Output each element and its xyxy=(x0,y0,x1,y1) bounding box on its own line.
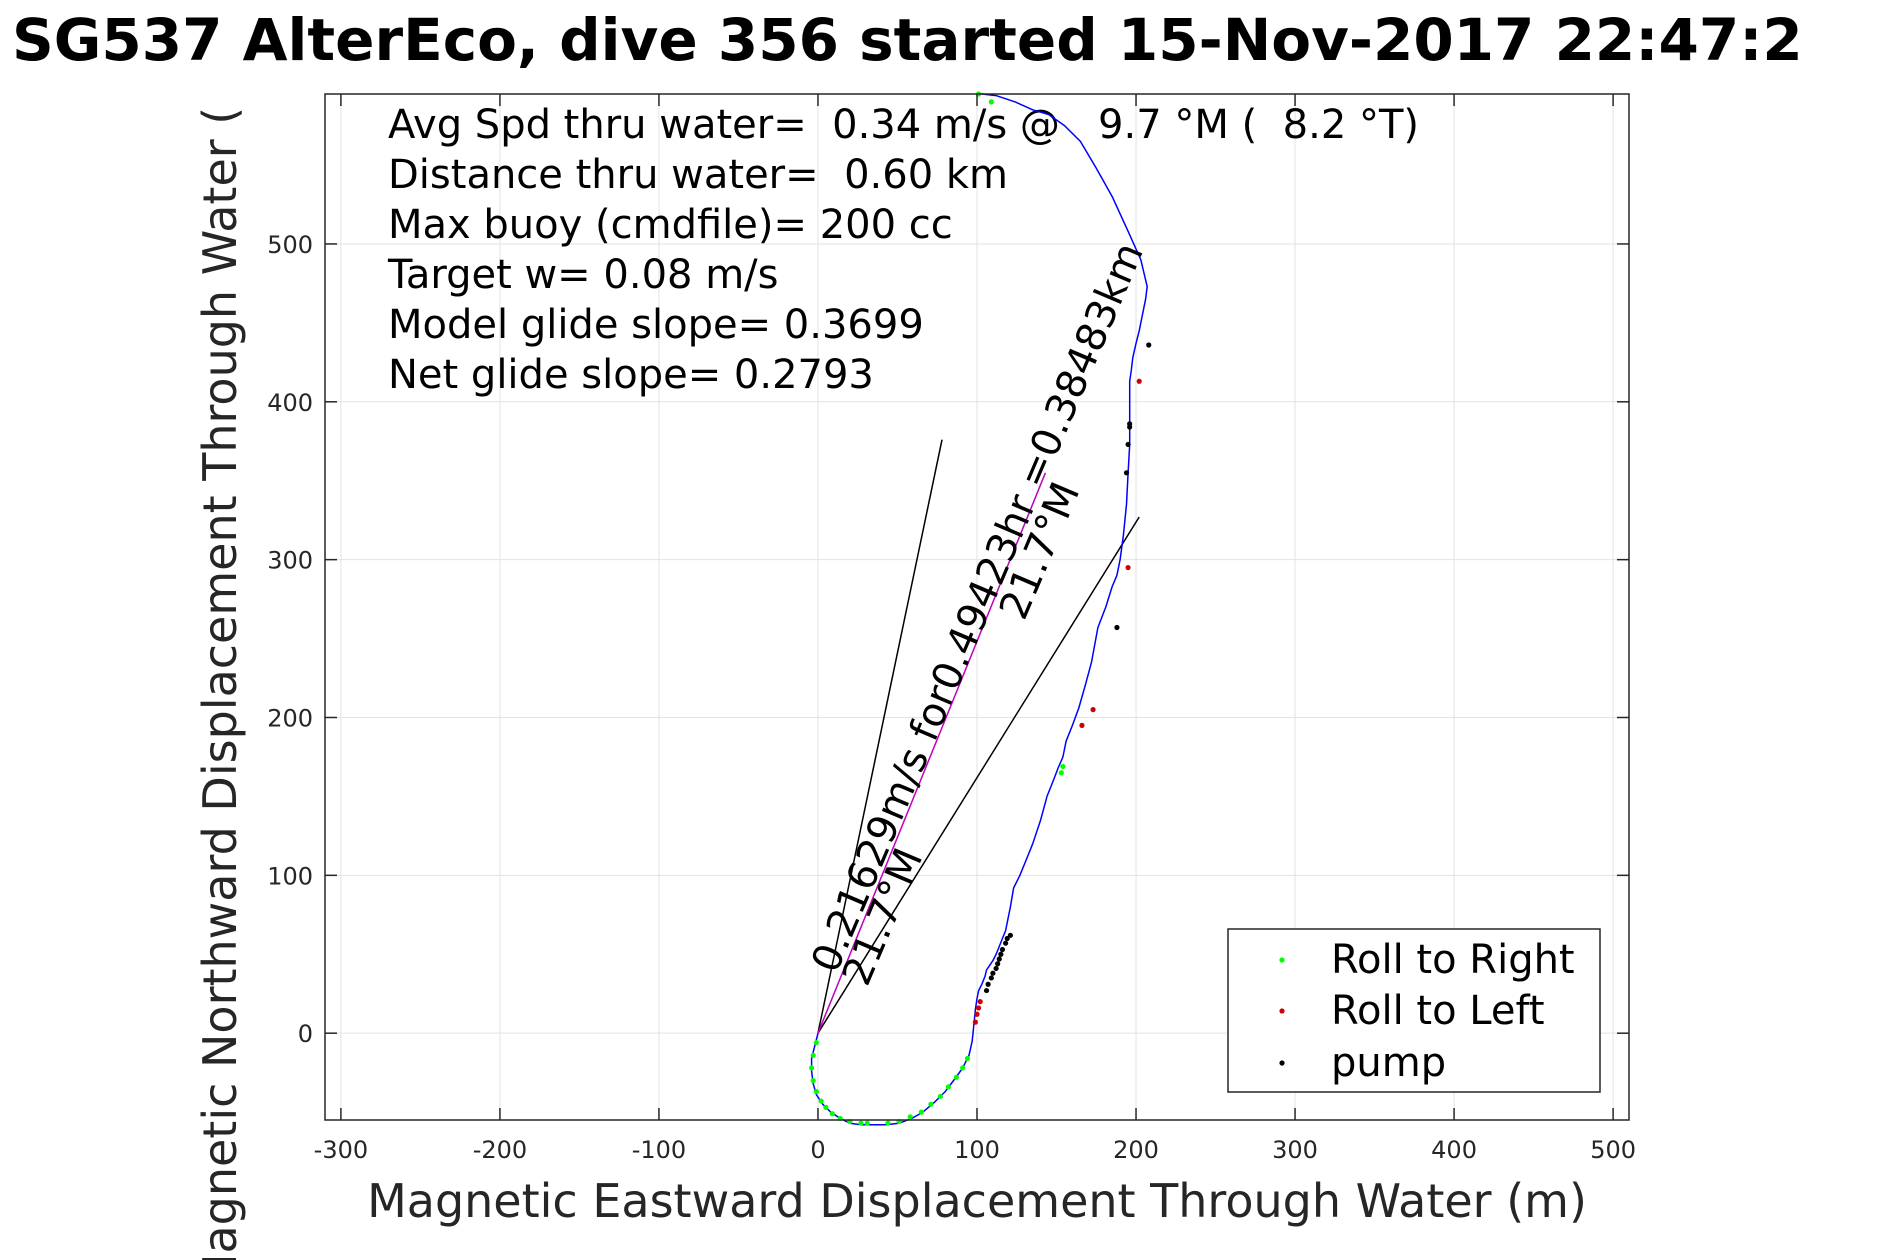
points-layer xyxy=(809,91,1152,1126)
roll-to-right-point xyxy=(953,1074,959,1080)
roll-to-right-point xyxy=(885,1120,891,1126)
pump-point xyxy=(996,956,1002,962)
legend: Roll to Right Roll to Left pump xyxy=(1227,928,1601,1093)
pump-point xyxy=(1007,932,1013,938)
y-tick-label: 200 xyxy=(267,704,313,732)
roll-to-right-point xyxy=(918,1109,924,1115)
roll-to-left-point xyxy=(1125,564,1131,571)
pump-point xyxy=(1127,421,1133,427)
lines-layer xyxy=(810,93,1148,1126)
x-tick-label: 300 xyxy=(1272,1136,1318,1164)
glider-track-line xyxy=(810,93,1148,1126)
x-tick-label: -100 xyxy=(632,1136,686,1164)
legend-label-roll-to-right: Roll to Right xyxy=(1331,937,1575,983)
pump-point xyxy=(985,981,991,987)
annotation-avg-speed: Avg Spd thru water= 0.34 m/s @ 9.7 °M ( … xyxy=(388,102,1419,148)
heading-wedge-line xyxy=(817,516,1140,1034)
roll-to-right-point xyxy=(960,1065,966,1071)
roll-to-right-point xyxy=(810,1077,816,1084)
pump-point xyxy=(990,970,996,976)
roll-to-left-point xyxy=(1079,722,1085,728)
roll-to-left-point xyxy=(1136,378,1142,384)
heading-wedge-line xyxy=(817,439,943,1034)
roll-to-right-point xyxy=(907,1114,913,1120)
x-tick-label: 0 xyxy=(810,1136,825,1164)
pump-point xyxy=(993,965,999,972)
roll-to-left-point xyxy=(975,1005,982,1011)
roll-to-right-point xyxy=(858,1120,864,1126)
x-tick-label: 200 xyxy=(1113,1136,1159,1164)
y-axis-label: Magnetic Northward Displacement Through … xyxy=(193,107,247,1260)
legend-box xyxy=(1227,928,1601,1093)
pump-point xyxy=(1003,940,1009,946)
x-axis-label: Magnetic Eastward Displacement Through W… xyxy=(367,1174,1587,1228)
pump-point xyxy=(1123,470,1130,476)
x-tick-label: 500 xyxy=(1590,1136,1636,1164)
y-tick-label: 100 xyxy=(267,862,313,890)
annotation-net-glide-slope: Net glide slope= 0.2793 xyxy=(388,352,874,398)
y-tick-label: 300 xyxy=(267,547,313,575)
chart-title: SG537 AlterEco, dive 356 started 15-Nov-… xyxy=(12,6,1803,74)
roll-to-right-point xyxy=(809,1065,815,1071)
roll-to-right-point xyxy=(945,1084,951,1090)
x-tick-label: 400 xyxy=(1431,1136,1477,1164)
roll-to-right-point xyxy=(1058,770,1064,776)
roll-to-right-point xyxy=(813,1040,819,1046)
roll-to-left-point xyxy=(974,1011,980,1017)
roll-to-right-point xyxy=(810,1052,816,1058)
roll-to-right-point xyxy=(818,1098,824,1104)
roll-to-right-point xyxy=(964,1055,971,1062)
y-tick-label: 400 xyxy=(267,389,313,417)
roll-to-right-point xyxy=(864,1120,870,1126)
roll-to-right-point xyxy=(823,1104,829,1110)
roll-to-left-point xyxy=(1090,707,1096,713)
roll-to-right-point xyxy=(829,1111,835,1117)
x-tick-label: -300 xyxy=(314,1136,368,1164)
current-vector-line xyxy=(817,472,1047,1034)
annotation-distance: Distance thru water= 0.60 km xyxy=(388,152,1008,198)
legend-marker-roll-to-right xyxy=(1279,957,1285,963)
roll-to-right-point xyxy=(928,1101,934,1107)
roll-to-right-point xyxy=(1060,763,1066,770)
pump-point xyxy=(1004,935,1010,942)
pump-point xyxy=(995,961,1001,967)
y-tick-label: 500 xyxy=(267,231,313,259)
roll-to-right-point xyxy=(937,1093,944,1099)
legend-label-roll-to-left: Roll to Left xyxy=(1331,988,1545,1034)
annotation-target-w: Target w= 0.08 m/s xyxy=(387,252,778,298)
tick-layer: -300 -200 -100 0 100 200 300 400 500 0 100 200 300 40… xyxy=(267,94,1636,1164)
x-tick-label: -200 xyxy=(473,1136,527,1164)
annotation-max-buoy: Max buoy (cmdfile)= 200 cc xyxy=(388,202,953,248)
legend-marker-pump xyxy=(1279,1060,1285,1066)
pump-point xyxy=(1146,342,1152,348)
x-tick-label: 100 xyxy=(954,1136,1000,1164)
pump-point xyxy=(1125,441,1131,448)
legend-marker-roll-to-left xyxy=(1279,1008,1285,1014)
roll-to-right-point xyxy=(813,1088,819,1095)
pump-point xyxy=(988,975,994,981)
roll-to-right-point xyxy=(988,99,994,105)
annotation-block: Avg Spd thru water= 0.34 m/s @ 9.7 °M ( … xyxy=(387,102,1419,398)
pump-point xyxy=(998,951,1004,957)
pump-point xyxy=(983,987,990,994)
roll-to-left-point xyxy=(972,1019,979,1025)
pump-point xyxy=(999,946,1006,953)
roll-to-left-point xyxy=(977,999,983,1005)
legend-label-pump: pump xyxy=(1331,1040,1446,1086)
annotation-model-glide-slope: Model glide slope= 0.3699 xyxy=(388,302,924,348)
pump-point xyxy=(1114,624,1120,631)
y-tick-label: 0 xyxy=(298,1020,313,1048)
